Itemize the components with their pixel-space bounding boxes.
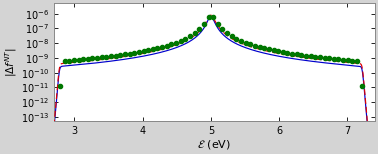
X-axis label: $\mathcal{E}$ (eV): $\mathcal{E}$ (eV) [197, 138, 231, 150]
Y-axis label: $|\Delta f^{NT}|$: $|\Delta f^{NT}|$ [3, 48, 19, 77]
